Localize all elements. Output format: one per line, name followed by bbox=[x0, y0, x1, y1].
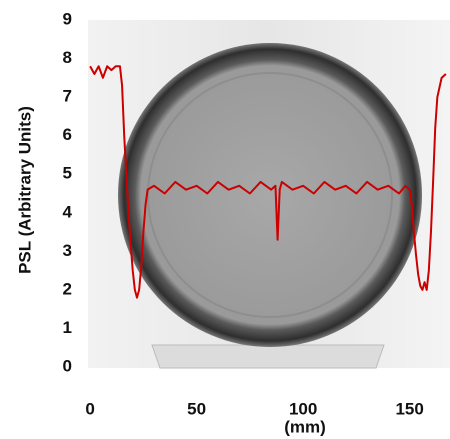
y-tick-label: 0 bbox=[63, 356, 72, 375]
x-tick-label: 150 bbox=[395, 399, 423, 418]
dish bbox=[151, 344, 385, 369]
x-tick-label: 50 bbox=[187, 399, 206, 418]
y-tick-label: 1 bbox=[63, 318, 72, 337]
disc bbox=[118, 43, 422, 347]
x-tick-label: 100 bbox=[289, 399, 317, 418]
y-tick-label: 4 bbox=[63, 202, 73, 221]
y-tick-label: 2 bbox=[63, 279, 72, 298]
y-tick-label: 7 bbox=[63, 87, 72, 106]
y-tick-label: 8 bbox=[63, 48, 72, 67]
y-axis-label: PSL (Arbitrary Units) bbox=[15, 106, 34, 274]
disc-inner-ring bbox=[147, 72, 393, 318]
data-line bbox=[89, 65, 447, 299]
y-tick-label: 9 bbox=[63, 9, 72, 28]
y-tick-label: 6 bbox=[63, 125, 72, 144]
y-tick-label: 5 bbox=[63, 164, 72, 183]
y-tick-label: 3 bbox=[63, 241, 72, 260]
x-tick-label: 0 bbox=[85, 399, 94, 418]
x-axis-label: (mm) bbox=[284, 417, 326, 436]
